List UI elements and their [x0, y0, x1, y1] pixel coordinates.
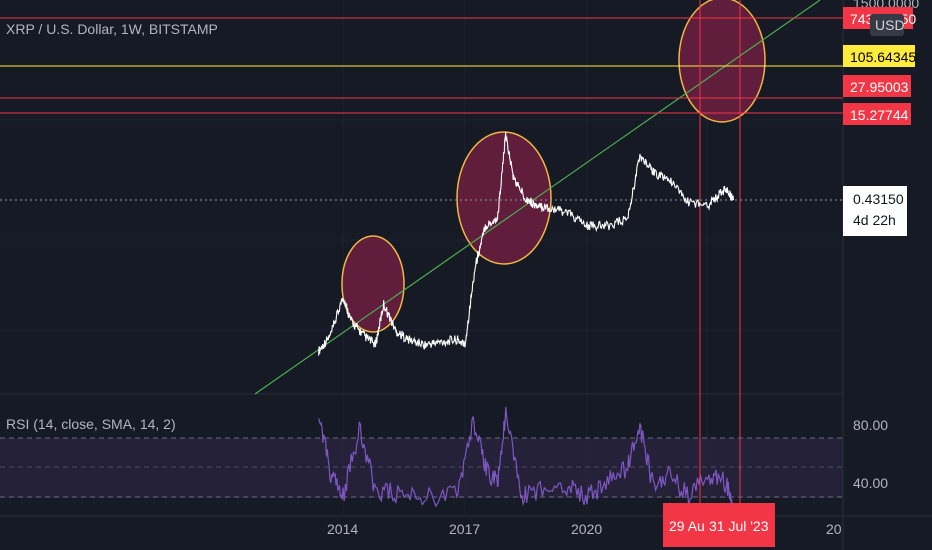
x-tick-2017: 2017	[449, 521, 480, 537]
trendline[interactable]	[254, 0, 821, 395]
last-price-value: 0.43150	[853, 191, 904, 207]
x-tick-next: 20	[826, 521, 842, 537]
highlight-circle-projection[interactable]	[678, 0, 766, 123]
currency-badge[interactable]: USD	[870, 14, 905, 36]
chart-title: XRP / U.S. Dollar, 1W, BITSTAMP	[6, 21, 218, 37]
date-tag-jul23-text: 31 Jul '23	[709, 518, 769, 534]
rsi-tick-80: 80.00	[853, 417, 888, 433]
last-price-tag[interactable]: 0.43150 4d 22h	[843, 186, 907, 236]
x-tick-2014: 2014	[327, 521, 358, 537]
level-tag-27-text: 27.95003	[850, 79, 909, 95]
price-line	[318, 131, 734, 356]
date-tag-jul23[interactable]: 31 Jul '23	[704, 503, 775, 547]
currency-badge-text: USD	[875, 17, 905, 33]
date-tag-aug-text: 29 Au	[669, 518, 705, 534]
rsi-band	[0, 438, 843, 498]
highlight-circle-2014[interactable]	[341, 235, 405, 333]
rsi-tick-40: 40.00	[853, 475, 888, 491]
highlight-circle-2018[interactable]	[456, 131, 552, 265]
x-tick-2020: 2020	[571, 521, 602, 537]
rsi-line	[318, 406, 734, 513]
level-tag-27[interactable]: 27.95003	[843, 75, 911, 97]
level-tag-105-text: 105.64345	[850, 49, 916, 65]
level-tag-15[interactable]: 15.27744	[843, 103, 911, 125]
date-tag-aug[interactable]: 29 Au	[663, 503, 705, 547]
top-scale-label: 1500.0000	[853, 0, 919, 11]
last-price-countdown: 4d 22h	[853, 212, 896, 228]
rsi-label: RSI (14, close, SMA, 14, 2)	[6, 416, 176, 432]
level-tag-15-text: 15.27744	[850, 107, 909, 123]
level-tag-105[interactable]: 105.64345	[843, 45, 916, 67]
